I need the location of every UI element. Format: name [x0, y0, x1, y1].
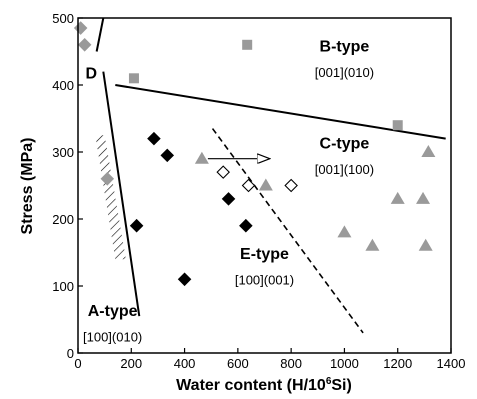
- x-tick-label-600: 600: [227, 356, 249, 371]
- x-tick-label-400: 400: [174, 356, 196, 371]
- triangle-gray-point-8: [418, 238, 433, 251]
- diamond-gray-point-2: [77, 38, 92, 52]
- diamond-black-point-3: [129, 218, 144, 233]
- hatched-region: [95, 135, 126, 260]
- x-tick-label-1400: 1400: [437, 356, 466, 371]
- diamond-open-point-1: [216, 165, 230, 179]
- triangle-gray-point-6: [416, 191, 431, 204]
- boundary-line-1: [115, 84, 446, 140]
- x-tick-label-1000: 1000: [330, 356, 359, 371]
- triangle-gray-point-5: [390, 191, 405, 204]
- x-tick-label-800: 800: [280, 356, 302, 371]
- triangle-gray-point-2: [258, 178, 273, 191]
- region-sublabel-a-type: [100](010): [83, 330, 142, 345]
- y-tick-label-100: 100: [52, 279, 74, 294]
- y-tick-label-500: 500: [52, 11, 74, 26]
- plot-frame: [77, 17, 452, 354]
- diamond-black-point-4: [177, 272, 192, 287]
- triangle-gray-point-3: [337, 225, 352, 238]
- y-tick-label-200: 200: [52, 212, 74, 227]
- x-tick-label-1200: 1200: [383, 356, 412, 371]
- square-gray-point-1: [128, 73, 139, 84]
- diamond-black-point-6: [239, 218, 253, 233]
- region-label-d: D: [86, 65, 98, 82]
- square-gray-point-2: [242, 39, 253, 50]
- y-tick-label-400: 400: [52, 78, 74, 93]
- y-tick-label-300: 300: [52, 145, 74, 160]
- diamond-gray-point-1: [73, 21, 88, 35]
- region-sublabel-c-type: [001](100): [315, 162, 374, 177]
- boundary-line-2: [95, 18, 105, 52]
- boundary-line-4: [211, 128, 364, 334]
- square-gray-point-3: [392, 120, 403, 131]
- x-tick-label-0: 0: [74, 356, 81, 371]
- region-label-e-type: E-type: [240, 246, 289, 263]
- x-tick-label-200: 200: [120, 356, 142, 371]
- region-sublabel-e-type: [100](001): [235, 273, 294, 288]
- region-label-a-type: A-type: [88, 303, 138, 320]
- diamond-black-point-2: [160, 148, 175, 163]
- triangle-gray-point-4: [365, 238, 380, 251]
- triangle-gray-point-1: [194, 151, 209, 164]
- triangle-gray-point-7: [421, 145, 436, 157]
- diamond-open-point-2: [241, 178, 256, 193]
- y-tick-label-0: 0: [67, 346, 74, 361]
- diamond-black-point-5: [221, 192, 236, 206]
- diamond-open-point-3: [284, 178, 298, 193]
- y-axis-title: Stress (MPa): [19, 138, 36, 235]
- diamond-black-point-1: [147, 131, 161, 146]
- x-axis-title: Water content (H/106Si): [176, 376, 352, 394]
- region-sublabel-b-type: [001](010): [315, 65, 374, 80]
- region-label-c-type: C-type: [320, 136, 370, 153]
- boundary-line-3: [102, 71, 141, 317]
- region-label-b-type: B-type: [320, 39, 370, 56]
- diamond-gray-point-3: [100, 172, 115, 186]
